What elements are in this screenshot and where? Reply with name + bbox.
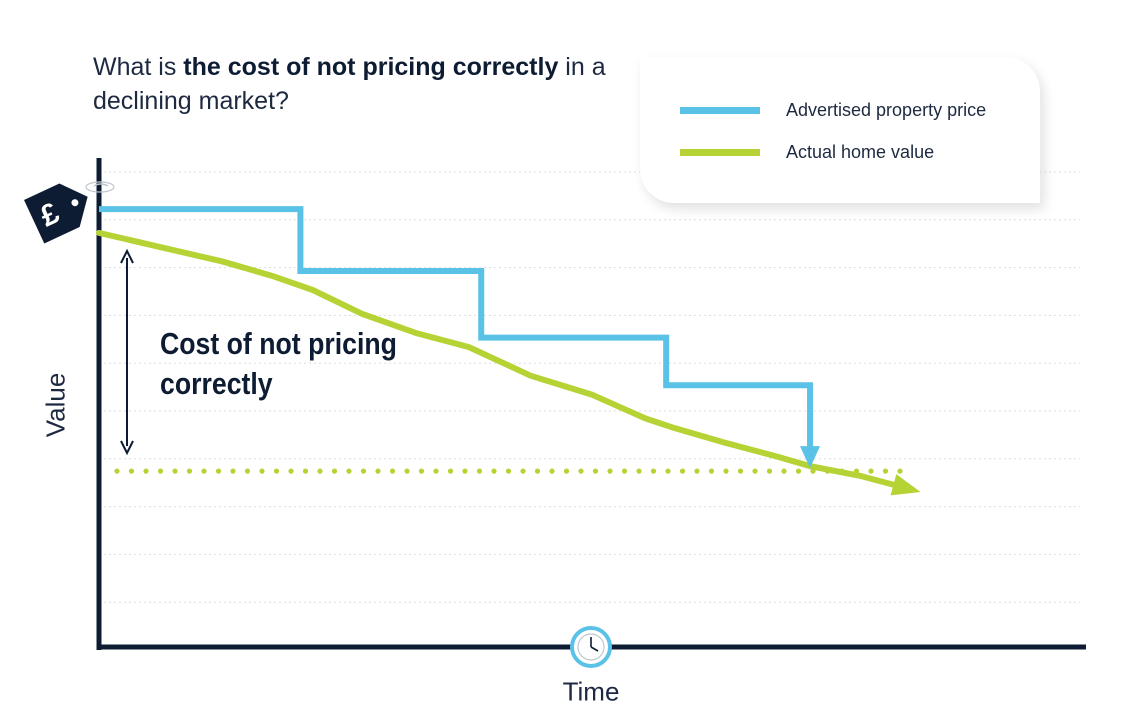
reference-dot [592,468,599,474]
legend-item-actual: Actual home value [680,137,934,167]
reference-dot [375,468,381,474]
pound-price-tag-icon: £ [24,181,115,244]
reference-dot [578,468,584,474]
reference-dot [679,468,686,474]
reference-dot [621,468,628,474]
legend-item-advertised: Advertised property price [680,95,986,125]
reference-dot [534,468,541,474]
chart-title: What is the cost of not pricing correctl… [93,50,613,118]
advertised-price-arrowhead [800,446,821,469]
reference-dot [128,468,135,474]
reference-dot [723,468,729,474]
reference-dot [737,468,744,474]
title-part-1: What is [93,53,184,81]
reference-dot [607,468,613,474]
reference-dot [273,468,280,474]
reference-dot [650,468,657,474]
reference-dot [665,468,671,474]
title-bold: the cost of not pricing correctly [183,53,559,81]
reference-dot [215,468,222,474]
reference-dot [143,468,149,474]
reference-dot [897,468,903,474]
reference-dot [462,468,468,474]
cost-arrow [120,248,134,456]
reference-dot [636,468,642,474]
reference-dot [114,468,120,474]
reference-dot [186,468,193,474]
legend-swatch-advertised [680,106,760,114]
reference-dot [288,468,294,474]
reference-dot [868,468,874,474]
reference-dot [346,468,352,474]
reference-dot [795,468,802,474]
reference-line [114,468,903,474]
series-actual-home-value [96,229,897,488]
reference-dot [360,468,367,474]
legend-swatch-actual [680,148,760,156]
reference-dot [520,468,526,474]
reference-dot [201,468,207,474]
reference-dot [491,468,497,474]
y-axis-label: Value [40,372,71,438]
reference-dot [766,468,773,474]
reference-dot [549,468,555,474]
reference-dot [882,468,889,474]
reference-dot [389,468,396,474]
reference-dot [331,468,338,474]
legend-label-actual: Actual home value [786,141,935,162]
legend: Advertised property price Actual home va… [640,57,1040,203]
title-part-2: in a declining market? [93,53,606,115]
series-advertised-price [99,206,814,453]
reference-dot [157,468,164,474]
cost-annotation: Cost of not pricing correctly [160,326,397,401]
x-axis-label: Time [562,676,620,707]
reference-dot [172,468,178,474]
reference-dot [259,468,265,474]
reference-dot [447,468,454,474]
reference-dot [302,468,309,474]
actual-value-arrowhead [890,474,921,496]
reference-dot [708,468,715,474]
reference-dot [404,468,410,474]
reference-dot [244,468,251,474]
reference-dot [317,468,323,474]
legend-label-advertised: Advertised property price [786,99,987,120]
reference-dot [505,468,512,474]
reference-dot [476,468,483,474]
reference-dot [418,468,425,474]
reference-dot [781,468,787,474]
reference-dot [433,468,439,474]
clock-icon [570,626,612,668]
reference-dot [694,468,700,474]
reference-dot [752,468,758,474]
reference-dot [230,468,236,474]
reference-dot [563,468,570,474]
